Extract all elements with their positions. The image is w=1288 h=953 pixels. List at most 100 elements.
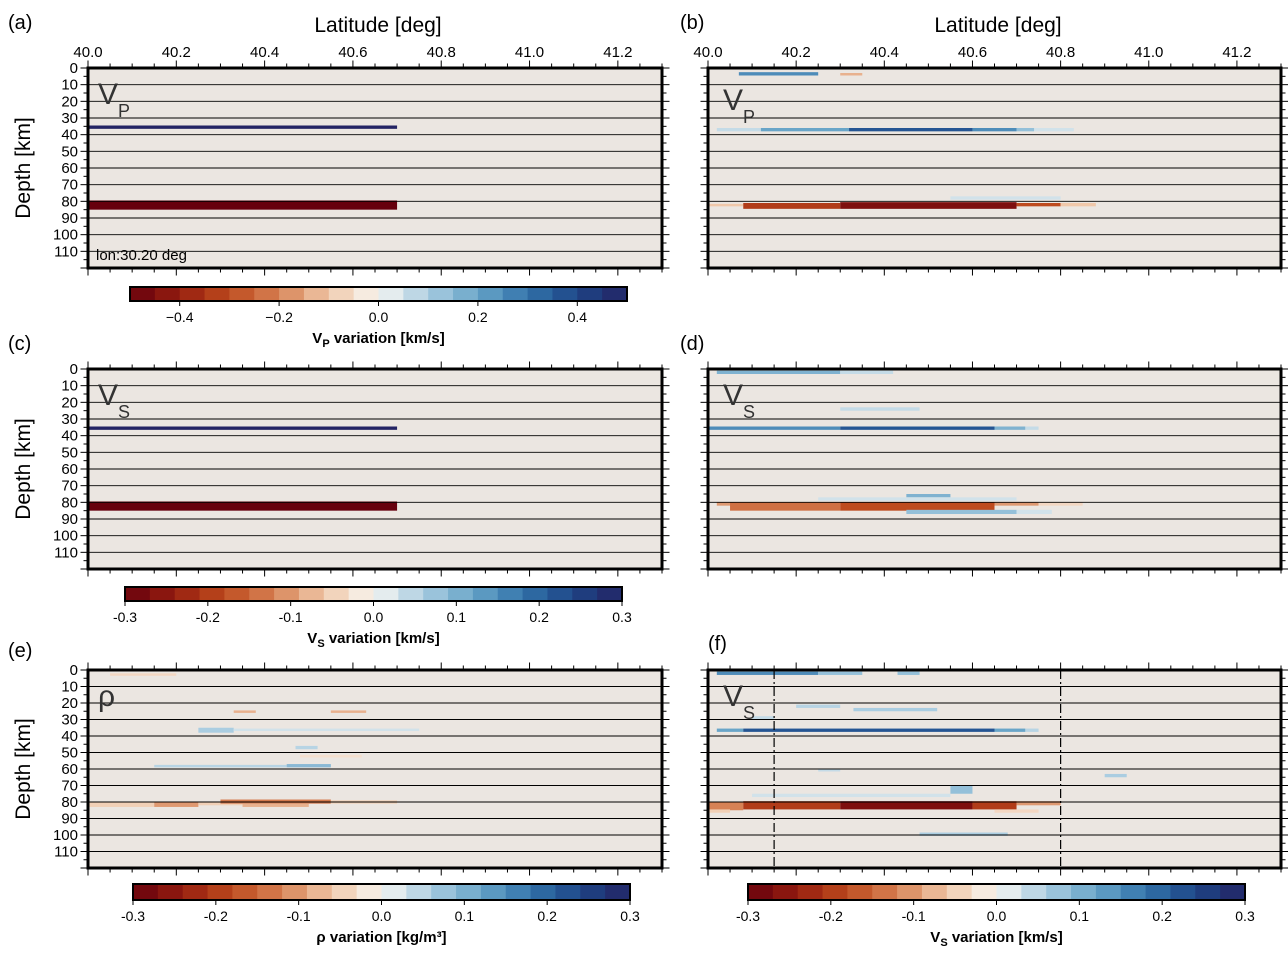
colorbar-segment xyxy=(179,287,206,301)
longitude-annotation: lon:30.20 deg xyxy=(96,247,187,264)
anomaly-cell xyxy=(752,793,951,798)
variable-label: V xyxy=(723,680,743,713)
colorbar-segment xyxy=(605,884,631,900)
anomaly-cell xyxy=(198,727,234,733)
anomaly-cell xyxy=(708,426,841,430)
colorbar-title: ρ variation [kg/m³] xyxy=(316,929,446,946)
colorbar-tick-label: -0.1 xyxy=(287,908,311,924)
anomaly-cell xyxy=(154,802,199,807)
y-tick-label: 90 xyxy=(61,511,78,528)
plot-frame xyxy=(86,367,664,571)
y-tick-label: 30 xyxy=(61,411,78,428)
anomaly-cell xyxy=(752,716,775,720)
colorbar-segment xyxy=(480,884,507,900)
colorbar-segment xyxy=(298,587,325,601)
y-tick-label: 0 xyxy=(70,361,78,378)
colorbar-tick-label: 0.1 xyxy=(455,908,475,924)
variable-subscript: P xyxy=(743,107,755,127)
colorbar-tick-label: 0.3 xyxy=(612,609,632,625)
colorbar-segment xyxy=(1145,884,1171,900)
variable-label: ρ xyxy=(98,680,115,713)
colorbar-segment xyxy=(174,587,201,601)
anomaly-cell xyxy=(818,769,841,772)
colorbar-segment xyxy=(207,884,233,900)
anomaly-cell xyxy=(88,501,398,511)
colorbar-segment xyxy=(522,587,548,601)
colorbar-segment xyxy=(182,884,209,900)
colorbar-segment xyxy=(1120,884,1147,900)
colorbar-segment xyxy=(597,587,623,601)
anomaly-cell xyxy=(716,671,819,675)
anomaly-cell xyxy=(233,710,256,713)
colorbar-tick-label: 0.2 xyxy=(529,609,549,625)
colorbar-segment xyxy=(1220,884,1246,900)
colorbar-tick-label: 0.4 xyxy=(568,309,588,325)
y-tick-label: 20 xyxy=(61,93,78,110)
panel-label: (c) xyxy=(8,333,31,355)
colorbar-segment xyxy=(431,884,457,900)
colorbar-title-main: V xyxy=(930,929,940,946)
y-tick-label: 80 xyxy=(61,193,78,210)
colorbar-segment xyxy=(996,884,1022,900)
colorbar-segment xyxy=(555,884,581,900)
colorbar-segment xyxy=(378,287,404,301)
x-tick-label: 40.6 xyxy=(338,44,367,61)
colorbar-segment xyxy=(157,884,184,900)
x-axis-title: Latitude [deg] xyxy=(934,14,1061,37)
plot-frame xyxy=(706,66,1283,270)
y-axis-title: Depth [km] xyxy=(12,718,35,820)
anomaly-cell xyxy=(242,803,309,807)
colorbar-title: VP variation [km/s] xyxy=(312,330,444,350)
colorbar-segment xyxy=(872,884,898,900)
colorbar-segment xyxy=(477,287,504,301)
anomaly-cell xyxy=(840,801,973,810)
y-tick-label: 110 xyxy=(54,844,78,861)
colorbar-tick-label: 0.3 xyxy=(620,908,640,924)
x-tick-label: 40.0 xyxy=(73,44,102,61)
colorbar-tick-label: -0.2 xyxy=(204,908,228,924)
colorbar-segment xyxy=(224,587,250,601)
plot-frame xyxy=(706,668,1283,870)
plot-frame xyxy=(706,367,1283,571)
anomaly-cell xyxy=(88,802,155,807)
y-tick-label: 30 xyxy=(61,712,78,729)
colorbar-tick-label: −0.2 xyxy=(265,309,293,325)
x-tick-label: 41.2 xyxy=(603,44,632,61)
colorbar-segment xyxy=(1195,884,1221,900)
panel-a: (a) 40.0 40.2 40.4 40.6 40.8 41.0 41.2 Latitude … xyxy=(8,12,670,276)
anomaly-cell xyxy=(994,728,1026,732)
colorbar-tick-label: -0.3 xyxy=(121,908,145,924)
x-tick-label: 40.8 xyxy=(1046,44,1075,61)
colorbar-segment xyxy=(572,587,598,601)
anomaly-cell xyxy=(840,426,995,430)
x-tick-label: 40.4 xyxy=(870,44,899,61)
anomaly-cell xyxy=(994,502,1039,506)
x-tick-label: 40.4 xyxy=(250,44,279,61)
colorbar-segment xyxy=(1046,884,1072,900)
y-axis-title: Depth [km] xyxy=(12,418,35,520)
colorbar-title-rest: variation [kg/m³] xyxy=(326,929,447,946)
anomaly-cell xyxy=(233,728,420,732)
anomaly-cell xyxy=(1016,203,1061,207)
colorbar-segment xyxy=(797,884,824,900)
colorbar-segment xyxy=(381,884,407,900)
colorbar-tick-label: 0.2 xyxy=(1152,908,1172,924)
x-tick-label: 40.0 xyxy=(693,44,722,61)
colorbar-segment xyxy=(254,287,280,301)
colorbar-segment xyxy=(748,884,774,900)
anomaly-cell xyxy=(743,801,841,810)
variable-label: V xyxy=(723,84,743,117)
y-tick-label: 40 xyxy=(61,728,78,745)
y-tick-label: 60 xyxy=(61,160,78,177)
panel-f: (f) V S xyxy=(700,633,1288,876)
colorbar-segment xyxy=(199,587,225,601)
colorbar-segment xyxy=(602,287,628,301)
anomaly-cell xyxy=(950,196,1061,200)
colorbar-segment xyxy=(348,587,374,601)
colorbar-segment xyxy=(1021,884,1047,900)
colorbar-segment xyxy=(527,287,553,301)
x-tick-label: 40.6 xyxy=(958,44,987,61)
colorbar-segment xyxy=(505,884,532,900)
anomaly-cell xyxy=(730,502,841,511)
